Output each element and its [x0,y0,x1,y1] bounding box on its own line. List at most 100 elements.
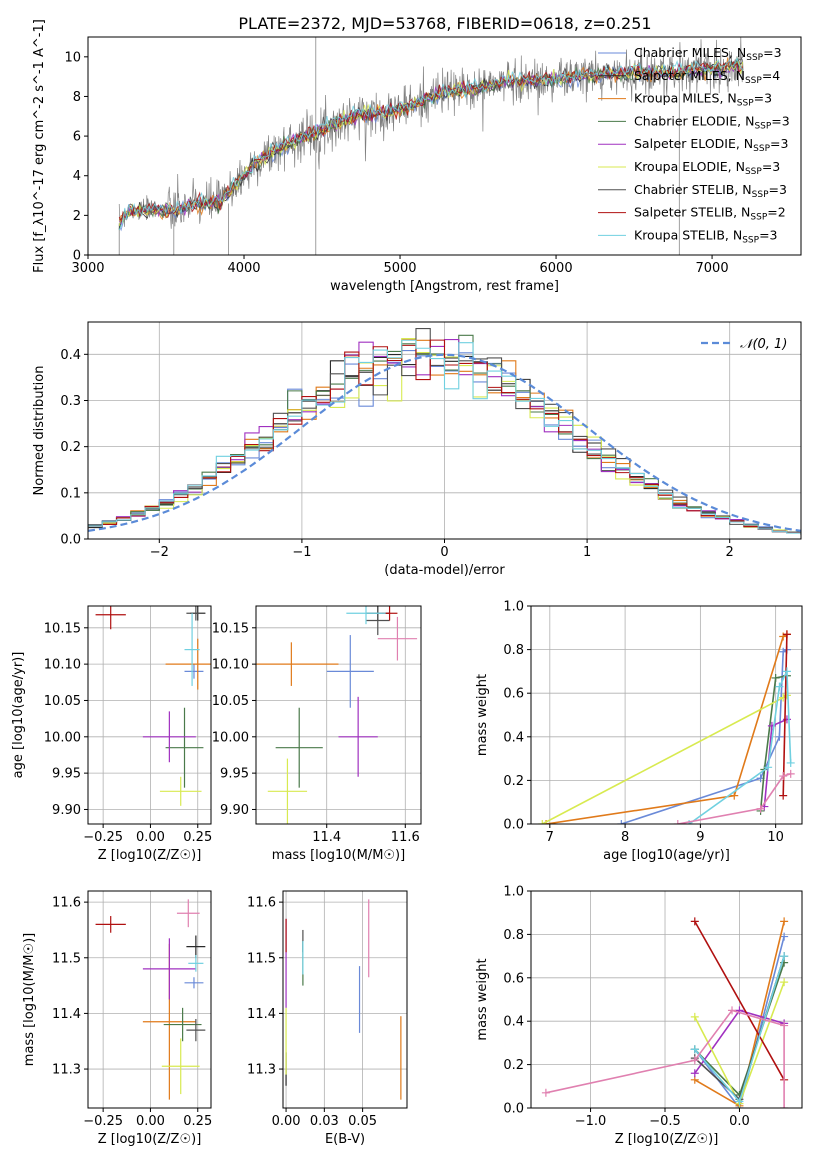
x-tick-label: 0.0 [729,1114,750,1129]
y-tick-label: 10.00 [44,730,81,745]
x-tick-label: −0.25 [83,1114,123,1129]
weight-line [545,633,788,824]
x-tick-label: 0.03 [310,1114,339,1129]
x-tick-label: 0 [440,545,448,560]
x-tick-label: −1.0 [575,1114,607,1129]
axes-frame [282,890,408,1109]
weight-marker [538,820,547,824]
y-tick-label: 0.6 [503,971,524,986]
weight-marker [779,791,788,800]
axes-frame [530,605,803,825]
model-spectrum-7 [118,60,744,223]
plot-area [541,917,789,1108]
weight-marker [782,691,791,700]
residual-histogram-8 [88,339,801,535]
x-tick-label: −1 [292,545,311,560]
y-tick-label: 1.0 [503,600,524,615]
weight-marker [690,1069,699,1078]
y-tick-label: 10.00 [212,730,249,745]
weight-marker [775,732,784,741]
y-tick-label: 0.8 [503,928,524,943]
plot-area [538,630,795,824]
panel-mass_ebv: 0.00 0.03 0.05 11.3 11.4 11.5 11.6 E(B-V) [247,890,408,1147]
weight-marker [780,978,789,987]
x-tick-label: 0.05 [348,1114,377,1129]
x-tick-label: 7 [546,830,554,845]
x-tick-label: −0.5 [649,1114,681,1129]
y-tick-label: 0.2 [503,774,524,789]
y-tick-label: 11.6 [247,896,276,911]
x-tick-label: 0.25 [183,1114,212,1129]
x-tick-label: 0.25 [183,830,212,845]
y-tick-label: 11.5 [52,951,81,966]
x-tick-label: 3000 [71,261,104,276]
x-tick-label: 5000 [383,261,416,276]
legend-entry: Salpeter STELIB, NSSP=2 [634,205,786,223]
y-tick-label: 9.90 [52,803,81,818]
panel-mass_Z: −0.25 0.00 0.25 11.3 11.4 11.5 11.6 Z [log10(Z/… [22,890,212,1147]
axes-frame [87,36,802,256]
weight-marker [690,1045,699,1054]
y-tick-label: 10.05 [44,694,81,709]
weight-marker [756,804,765,813]
y-tick-label: 10 [64,50,81,65]
x-tick-label: 0.00 [272,1114,301,1129]
plot-area [88,328,801,535]
y-axis-label: mass weight [475,674,490,756]
x-tick-label: 4000 [227,261,260,276]
panel-mass_weight_Z: −1.0 −0.5 0.0 0.0 0.2 0.4 0.6 0.8 1.0 Z [log10(Z/… [475,885,803,1147]
weight-marker [690,1056,699,1065]
x-tick-label: 1 [583,545,591,560]
legend-entry: Chabrier ELODIE, NSSP=3 [634,113,790,131]
weight-marker [782,667,791,676]
x-tick-label: 0.00 [136,1114,165,1129]
weight-marker [780,1104,789,1108]
y-tick-label: 9.90 [220,803,249,818]
figure-title: PLATE=2372, MJD=53768, FIBERID=0618, z=0… [238,14,651,33]
y-tick-label: 1.0 [503,885,524,900]
y-tick-label: 4 [73,169,81,184]
weight-marker [730,791,739,800]
y-tick-label: 0.6 [503,687,524,702]
y-tick-label: 11.6 [52,896,81,911]
weight-marker [780,917,789,926]
x-tick-label: 10 [767,830,784,845]
plot-area [95,606,211,806]
y-tick-label: 0.2 [60,440,81,455]
y-tick-label: 10.10 [44,658,81,673]
weight-marker [617,820,626,824]
axes-frame [87,890,212,1109]
weight-marker [728,1006,737,1015]
y-axis-label: mass weight [475,958,490,1040]
weight-line [759,675,788,811]
x-tick-label: 6000 [540,261,573,276]
x-axis-label: age [log10(age/yr)] [603,848,730,863]
legend-entry: Salpeter ELODIE, NSSP=3 [634,136,788,154]
legend-entry: Salpeter MILES, NSSP=4 [634,68,780,86]
weight-marker [690,1012,699,1021]
weight-marker [786,769,795,778]
weight-marker [541,1088,550,1097]
x-tick-label: −0.25 [83,830,123,845]
weight-line [541,694,788,824]
y-axis-label: age [log10(age/yr)] [11,652,26,779]
weight-marker [775,682,784,691]
x-tick-label: 7000 [696,261,729,276]
x-axis-label: E(B-V) [325,1132,365,1147]
x-axis-label: (data-model)/error [384,563,505,578]
x-axis-label: mass [log10(M/M☉)] [272,848,405,863]
y-tick-label: 2 [73,209,81,224]
model-spectrum-8 [118,57,743,231]
gaussian-curve [88,353,801,532]
axes-frame [530,890,803,1109]
x-axis-label: wavelength [Angstrom, rest frame] [330,279,559,294]
y-tick-label: 11.3 [52,1063,81,1078]
legend-entry: Chabrier MILES, NSSP=3 [634,45,782,63]
panel-age_mass: 11.4 11.6 9.90 9.95 10.00 10.05 10.10 10.15 mass… [212,605,422,863]
plot-area [95,899,206,1100]
y-axis-label: Flux [f_λ10^-17 erg cm^-2 s^-1 A^-1] [32,19,47,273]
weight-line [694,936,785,1108]
y-tick-label: 11.4 [52,1007,81,1022]
